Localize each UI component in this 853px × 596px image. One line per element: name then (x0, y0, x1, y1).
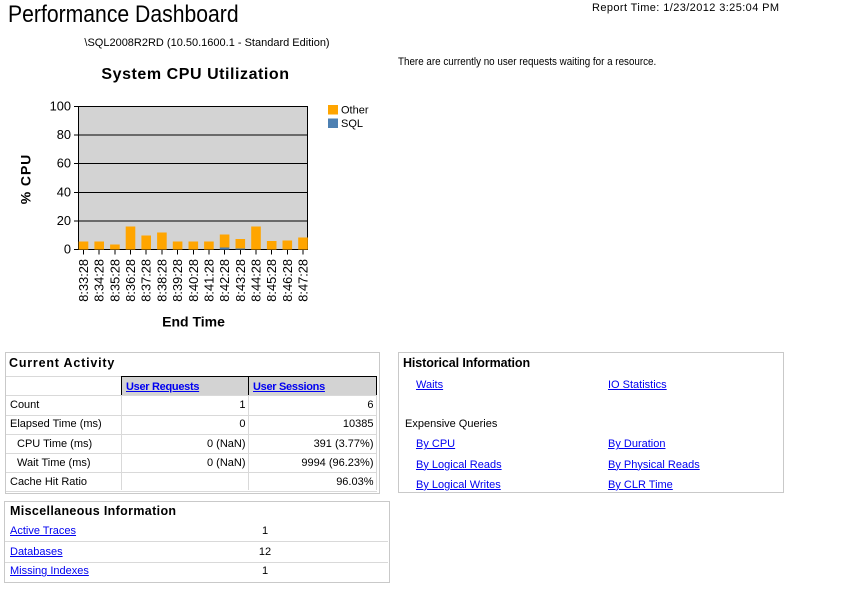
svg-text:40: 40 (57, 185, 71, 200)
svg-text:8:47:28: 8:47:28 (296, 259, 311, 302)
svg-text:8:40:28: 8:40:28 (186, 259, 201, 302)
svg-text:8:46:28: 8:46:28 (280, 259, 295, 302)
svg-text:SQL: SQL (341, 118, 363, 130)
svg-text:8:36:28: 8:36:28 (123, 259, 138, 302)
svg-text:100: 100 (50, 99, 71, 114)
svg-text:8:38:28: 8:38:28 (154, 259, 169, 302)
svg-text:8:45:28: 8:45:28 (264, 259, 279, 302)
svg-text:8:35:28: 8:35:28 (107, 259, 122, 302)
svg-text:20: 20 (57, 213, 71, 228)
svg-text:8:42:28: 8:42:28 (217, 259, 232, 302)
svg-text:80: 80 (57, 127, 71, 142)
svg-text:8:41:28: 8:41:28 (201, 259, 216, 302)
svg-text:60: 60 (57, 156, 71, 171)
svg-text:8:39:28: 8:39:28 (170, 259, 185, 302)
svg-text:8:34:28: 8:34:28 (92, 259, 107, 302)
svg-text:8:37:28: 8:37:28 (139, 259, 154, 302)
svg-text:End Time: End Time (162, 314, 225, 330)
svg-text:8:44:28: 8:44:28 (249, 259, 264, 302)
svg-text:8:33:28: 8:33:28 (76, 259, 91, 302)
svg-text:% CPU: % CPU (18, 154, 34, 204)
svg-text:0: 0 (64, 242, 71, 257)
svg-text:Other: Other (341, 105, 369, 117)
svg-text:8:43:28: 8:43:28 (233, 259, 248, 302)
